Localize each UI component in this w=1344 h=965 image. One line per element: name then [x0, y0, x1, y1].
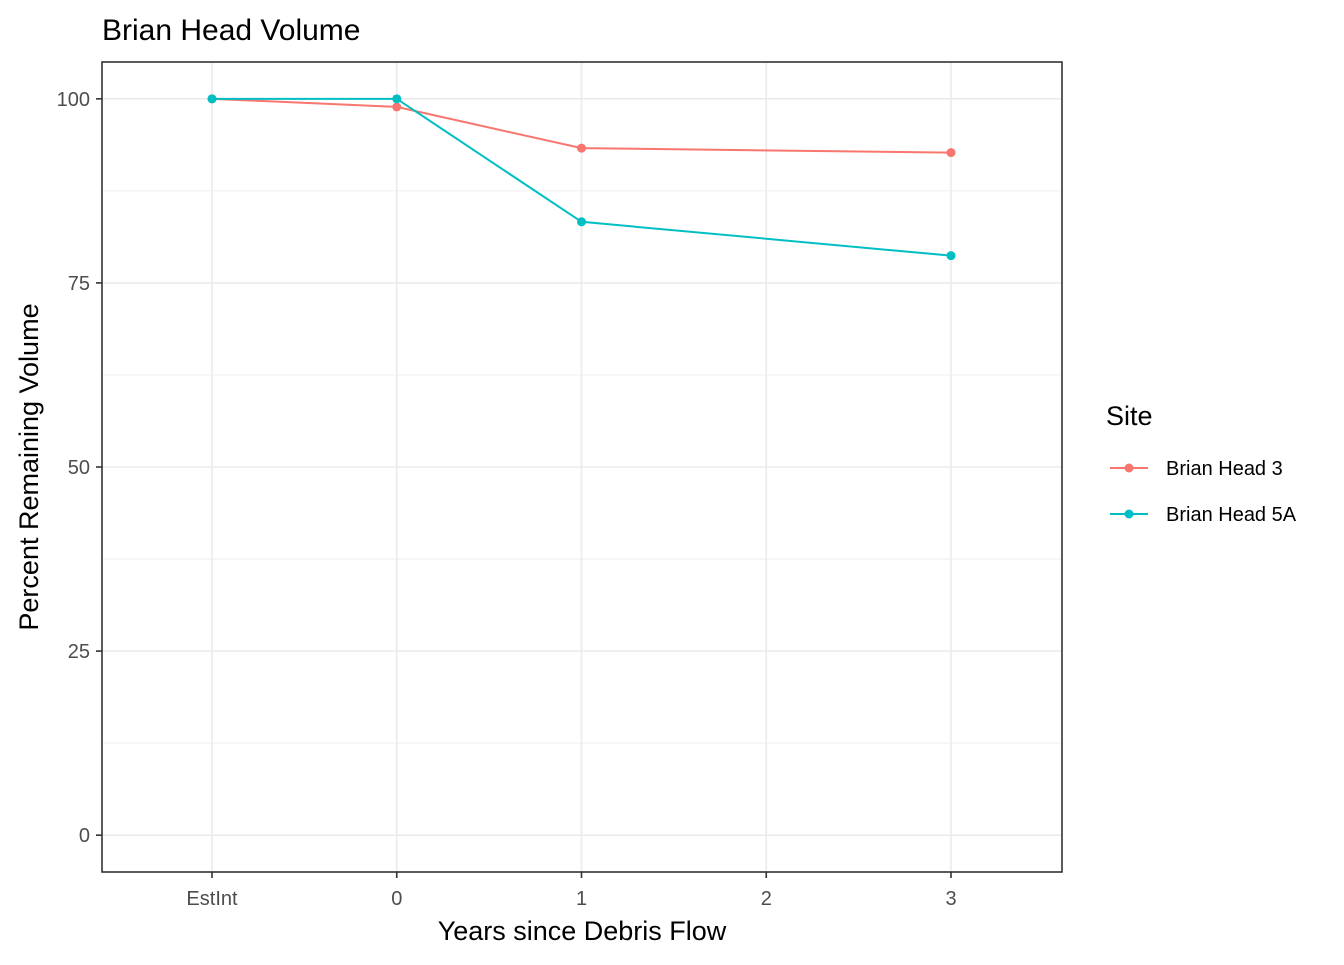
x-tick-label: 2	[761, 888, 772, 910]
x-tick-label: 1	[576, 888, 587, 910]
y-tick-label: 75	[68, 273, 90, 295]
legend-items: Brian Head 3 Brian Head 5A	[1110, 458, 1297, 526]
y-tick-label: 0	[79, 825, 90, 847]
y-tick-label: 50	[68, 457, 90, 479]
x-tick-label: 0	[391, 888, 402, 910]
series-line	[211, 97, 952, 154]
y-tick-label: 25	[68, 641, 90, 663]
x-tick-label: 3	[945, 888, 956, 910]
legend-label: Brian Head 3	[1166, 458, 1283, 480]
legend-key-point	[1124, 463, 1134, 473]
legend-title: Site	[1106, 401, 1153, 431]
x-tick-label: EstInt	[186, 888, 238, 910]
grid-layer	[102, 62, 1062, 872]
data-point	[392, 94, 402, 104]
y-tick-label: 100	[57, 89, 90, 111]
y-axis-title: Percent Remaining Volume	[14, 303, 44, 630]
legend-label: Brian Head 5A	[1166, 504, 1297, 526]
legend: Site Brian Head 3 Brian Head 5A	[1106, 401, 1297, 526]
x-axis-title: Years since Debris Flow	[438, 916, 727, 946]
series-line	[212, 97, 952, 257]
series-layer	[207, 94, 956, 261]
data-point	[946, 148, 956, 158]
legend-key-point	[1124, 509, 1134, 519]
data-point	[946, 251, 956, 261]
chart-title: Brian Head Volume	[102, 14, 361, 47]
data-point	[392, 102, 402, 112]
data-point	[207, 94, 217, 104]
axis-layer: 0 25 50 75 100 EstInt 0 1 2 3	[57, 89, 957, 910]
data-point	[577, 143, 586, 153]
data-point	[577, 217, 586, 227]
